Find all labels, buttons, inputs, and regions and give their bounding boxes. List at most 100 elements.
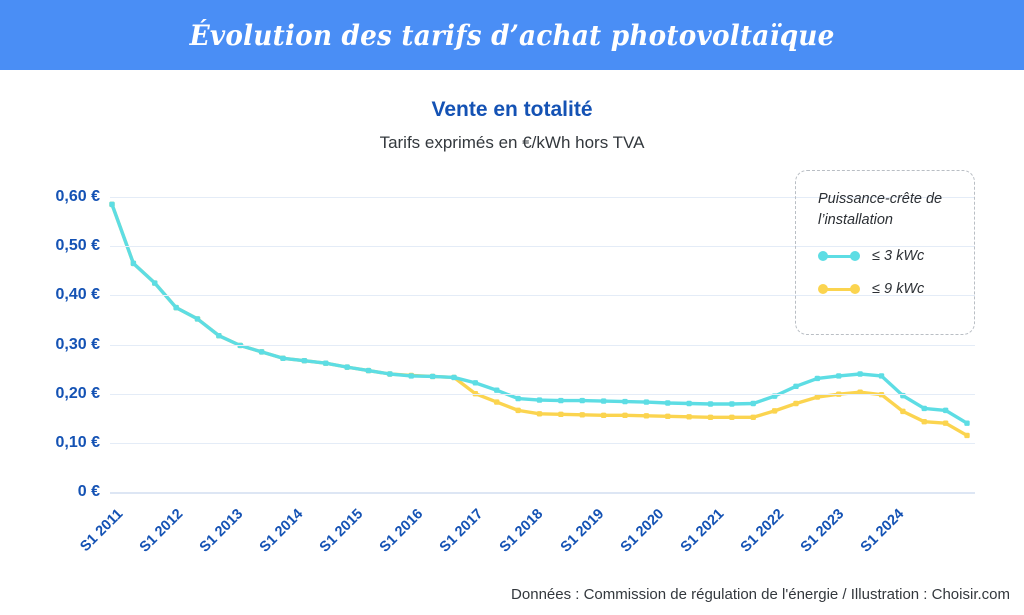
data-point-marker xyxy=(729,414,735,420)
legend-label-9kwc: ≤ 9 kWc xyxy=(872,281,925,298)
x-tick-label: S1 2020 xyxy=(617,506,667,556)
gridline xyxy=(110,246,975,248)
data-point-marker xyxy=(707,414,714,420)
data-point-marker xyxy=(686,414,692,420)
data-point-marker xyxy=(814,394,821,400)
data-point-marker xyxy=(536,397,543,403)
data-point-marker xyxy=(152,280,158,286)
data-point-marker xyxy=(900,408,906,415)
data-point-marker xyxy=(408,373,414,379)
x-tick-label: S1 2021 xyxy=(677,506,728,556)
data-point-marker xyxy=(429,373,436,380)
data-point-marker xyxy=(130,260,137,267)
data-point-marker xyxy=(258,349,265,355)
data-point-marker xyxy=(771,408,778,414)
data-point-marker xyxy=(942,420,949,426)
x-tick-label: S1 2013 xyxy=(196,506,247,556)
y-axis: 0,60 € 0,50 € 0,40 € 0,30 € 0,20 € 0,10 € 0 € xyxy=(8,0,100,615)
gridline xyxy=(110,295,975,297)
data-point-marker xyxy=(600,398,607,404)
data-point-marker xyxy=(472,380,479,386)
data-point-marker xyxy=(921,418,927,425)
gridline xyxy=(110,442,975,444)
data-point-marker xyxy=(857,371,863,377)
data-point-marker xyxy=(665,413,671,419)
data-point-marker xyxy=(622,398,628,405)
x-tick-label: S1 2016 xyxy=(377,506,427,556)
y-tick-label: 0 € xyxy=(77,483,100,500)
data-point-marker xyxy=(750,414,756,420)
data-point-marker xyxy=(494,399,500,405)
x-tick-label: S1 2015 xyxy=(317,506,367,556)
data-point-marker xyxy=(558,411,564,418)
data-point-marker xyxy=(836,373,842,379)
data-point-marker xyxy=(964,432,970,439)
data-point-marker xyxy=(665,400,671,406)
x-tick-label: S1 2023 xyxy=(797,506,848,556)
data-point-marker xyxy=(109,201,115,208)
legend-item-9kwc[interactable]: ≤ 9 kWc xyxy=(818,281,974,297)
data-point-marker xyxy=(921,405,927,412)
data-point-marker xyxy=(750,400,756,407)
data-point-marker xyxy=(793,383,799,389)
data-point-marker xyxy=(301,358,308,364)
data-point-marker xyxy=(686,400,692,407)
y-tick-label: 0,10 € xyxy=(55,433,100,451)
gridline xyxy=(110,197,975,198)
data-point-marker xyxy=(280,355,286,361)
data-point-marker xyxy=(344,364,350,370)
legend-swatch-3kwc xyxy=(818,250,860,262)
gridline xyxy=(110,393,975,395)
series-layer xyxy=(109,201,970,439)
data-point-marker xyxy=(579,412,585,418)
data-point-marker xyxy=(194,316,201,322)
x-tick-label: S1 2019 xyxy=(557,506,607,556)
legend-label-3kwc: ≤ 3 kWc xyxy=(872,248,925,265)
data-point-marker xyxy=(494,387,500,393)
legend-item-3kwc[interactable]: ≤ 3 kWc xyxy=(818,248,974,264)
x-tick-label: S1 2018 xyxy=(497,506,547,556)
data-point-marker xyxy=(515,407,521,414)
x-tick-label: S1 2017 xyxy=(437,506,487,556)
x-tick-label: S1 2024 xyxy=(857,506,908,556)
data-point-marker xyxy=(515,395,521,402)
header-banner: Évolution des tarifs d’achat photovoltaï… xyxy=(0,0,1024,70)
data-point-marker xyxy=(323,360,329,366)
data-point-marker xyxy=(387,371,393,377)
data-point-marker xyxy=(600,412,607,418)
footer-credits: Données : Commission de régulation de l'… xyxy=(511,586,1010,603)
x-axis-baseline xyxy=(110,492,975,494)
data-point-marker xyxy=(729,401,735,407)
legend-swatch-9kwc xyxy=(818,283,860,295)
data-point-marker xyxy=(622,412,628,418)
gridline xyxy=(110,344,975,346)
data-point-marker xyxy=(878,373,885,379)
data-point-marker xyxy=(558,397,564,404)
data-point-marker xyxy=(536,411,543,417)
x-tick-label: S1 2014 xyxy=(256,506,307,556)
data-point-marker xyxy=(942,407,949,414)
data-point-marker xyxy=(365,367,372,374)
data-point-marker xyxy=(857,389,863,395)
data-point-marker xyxy=(173,304,179,311)
y-tick-label: 0,50 € xyxy=(55,237,100,255)
data-point-marker xyxy=(793,400,799,407)
x-tick-label: S1 2022 xyxy=(737,506,788,556)
chart-title: Vente en totalité xyxy=(431,98,593,121)
data-point-marker xyxy=(216,332,222,339)
y-tick-label: 0,40 € xyxy=(55,286,100,304)
data-point-marker xyxy=(643,413,650,419)
data-point-marker xyxy=(707,401,714,407)
data-point-marker xyxy=(964,420,970,426)
legend-title: Puissance-crête de l’installation xyxy=(818,191,943,229)
chart-legend: Puissance-crête de l’installation ≤ 3 kW… xyxy=(795,170,975,335)
data-point-marker xyxy=(579,397,585,404)
y-tick-label: 0,30 € xyxy=(55,335,100,353)
chart-subtitle: Tarifs exprimés en €/kWh hors TVA xyxy=(379,133,645,152)
y-tick-label: 0,60 € xyxy=(55,188,100,205)
banner-title: Évolution des tarifs d’achat photovoltaï… xyxy=(189,18,835,52)
data-point-marker xyxy=(451,374,457,381)
data-point-marker xyxy=(814,375,821,382)
data-point-marker xyxy=(643,399,650,405)
